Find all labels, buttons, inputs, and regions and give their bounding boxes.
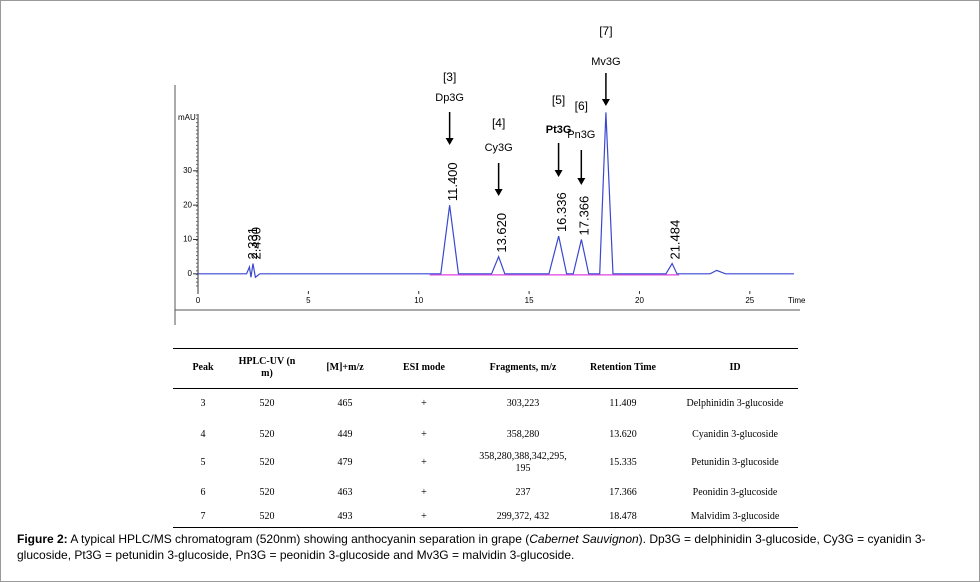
table-header-cell: Retention Time: [589, 362, 656, 373]
annotation-number: [7]: [599, 24, 612, 38]
caption-text: ). Dp3G = delphinidin 3-glucoside, Cy3G …: [17, 532, 926, 562]
table-cell: 520: [259, 457, 275, 468]
table-cell: Cyanidin 3-glucoside: [692, 429, 778, 440]
x-tick-label: 15: [525, 296, 534, 305]
table-cell: +: [421, 398, 427, 409]
x-tick-label: 20: [635, 296, 644, 305]
annotation-name: Dp3G: [435, 92, 464, 104]
table-cell: 7: [200, 511, 206, 522]
annotation-number: [3]: [443, 70, 456, 84]
annotation-number: [6]: [575, 99, 588, 113]
table-cell: 520: [259, 398, 275, 409]
table-cell: 479: [337, 457, 353, 468]
table-header-cell: [M]+m/z: [326, 362, 364, 373]
y-tick-label: 0: [188, 269, 193, 278]
table-cell: 17.366: [609, 487, 637, 498]
x-tick-label: 25: [745, 296, 754, 305]
annotation-name: Pn3G: [567, 129, 595, 141]
peak-label: 16.336: [554, 192, 569, 232]
table-cell: 6: [200, 487, 206, 498]
arrow-head: [577, 178, 586, 185]
arrow-head: [494, 189, 503, 196]
annotation-number: [5]: [552, 93, 565, 107]
table-cell: 520: [259, 511, 275, 522]
table-cell: Malvidim 3-glucoside: [690, 511, 780, 522]
table-cell: +: [421, 487, 427, 498]
table-cell: Petunidin 3-glucoside: [691, 457, 779, 468]
arrow-head: [445, 138, 454, 145]
table-cell: 463: [337, 487, 353, 498]
table-cell: 4: [200, 429, 206, 440]
caption-label: Figure 2:: [17, 532, 68, 546]
caption: Figure 2: A typical HPLC/MS chromatogram…: [17, 531, 967, 563]
table-cell: Delphinidin 3-glucoside: [686, 398, 784, 409]
table-header-cell: ESI mode: [403, 362, 445, 373]
table-cell: 358,280,388,342,295, 195: [479, 451, 567, 474]
table-cell: 493: [337, 511, 353, 522]
peak-label: 13.620: [494, 213, 509, 253]
table-cell: 13.620: [609, 429, 637, 440]
peak-label: 17.366: [577, 196, 592, 236]
trace: [198, 112, 794, 279]
table-cell: +: [421, 429, 427, 440]
table-cell: 520: [259, 487, 275, 498]
table-cell: 18.478: [609, 511, 637, 522]
y-tick-label: 20: [183, 200, 192, 209]
table-rule: [173, 388, 798, 389]
x-tick-label: 5: [306, 296, 311, 305]
y-tick-label: 10: [183, 235, 192, 244]
x-tick-label: 10: [414, 296, 423, 305]
table-cell: 11.409: [609, 398, 637, 409]
table-rule: [173, 348, 798, 349]
arrow-head: [554, 170, 563, 177]
x-axis-label: Time: [788, 296, 806, 305]
x-tick-label: 0: [196, 296, 201, 305]
table-cell: 15.335: [609, 457, 637, 468]
peak-label: 11.400: [445, 162, 460, 201]
caption-italic: Cabernet Sauvignon: [529, 532, 639, 546]
peak-label: 2.490: [248, 227, 263, 260]
table-cell: 237: [515, 487, 531, 498]
y-tick-label: 30: [183, 166, 192, 175]
peak-label: 21.484: [668, 220, 683, 260]
table-rule: [173, 527, 798, 528]
caption-text: A typical HPLC/MS chromatogram (520nm) s…: [67, 532, 530, 546]
table-header-cell: HPLC-UV (nm): [238, 356, 296, 379]
table-cell: 449: [337, 429, 353, 440]
table-cell: 465: [337, 398, 353, 409]
annotation-name: Pt3G: [546, 124, 572, 136]
table-cell: +: [421, 457, 427, 468]
annotation-number: [4]: [492, 116, 505, 130]
table-header-cell: ID: [729, 362, 741, 373]
arrow-head: [601, 99, 610, 106]
y-axis-label: mAU: [178, 113, 196, 122]
table-cell: 299,372, 432: [496, 511, 550, 522]
table-cell: Peonidin 3-glucoside: [692, 487, 778, 498]
table-cell: 3: [200, 398, 206, 409]
table-header-cell: Peak: [192, 362, 214, 373]
peak-label: 2.331: [245, 227, 260, 260]
table-cell: 5: [200, 457, 206, 468]
table-cell: 303,223: [506, 398, 540, 409]
table-header-cell: Fragments, m/z: [489, 362, 557, 373]
annotation-name: Cy3G: [485, 142, 513, 154]
table-cell: 358,280: [506, 429, 540, 440]
table-cell: 520: [259, 429, 275, 440]
annotation-name: Mv3G: [591, 56, 620, 68]
table-cell: +: [421, 511, 427, 522]
